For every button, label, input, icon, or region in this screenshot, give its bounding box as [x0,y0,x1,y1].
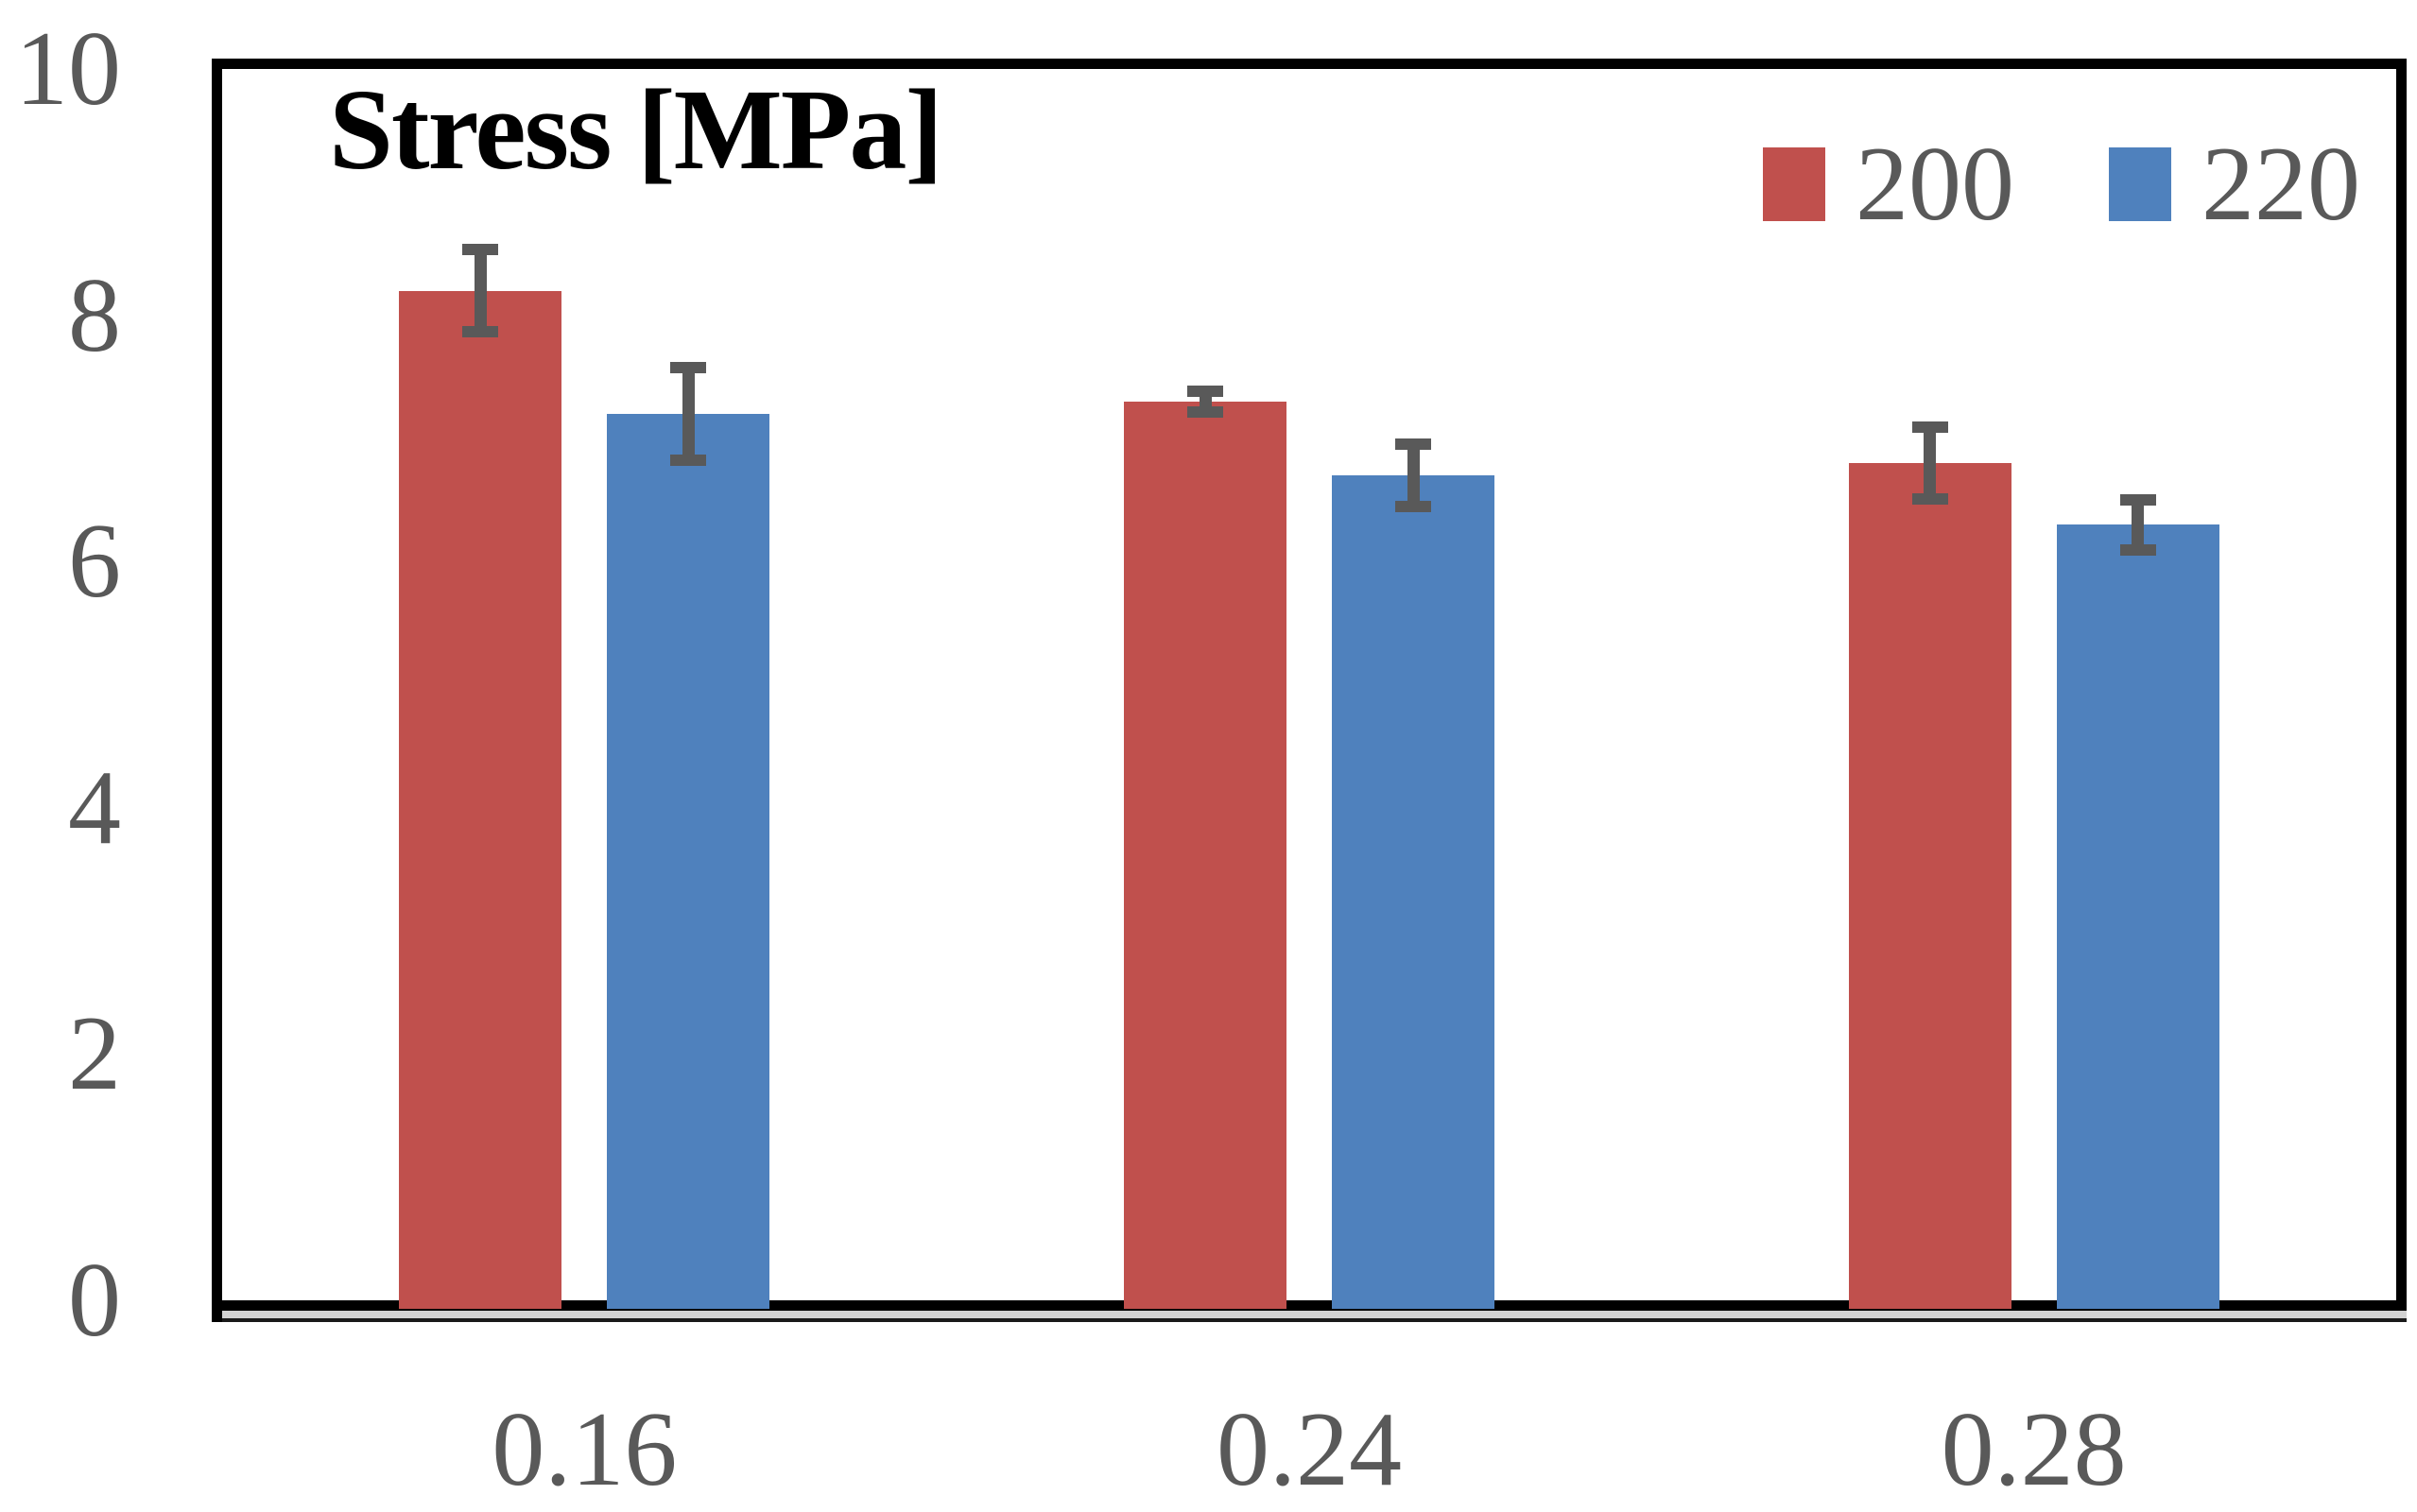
error-bar-cap-top-220-0.16 [670,362,707,374]
y-tick-label: 4 [68,748,121,867]
error-bar-cap-bottom-200-0.24 [1187,405,1223,418]
chart-title: Stress [MPa] [329,66,943,194]
error-bar-cap-top-200-0.24 [1187,385,1223,397]
left-border-extension [212,1311,222,1322]
error-bar-cap-top-220-0.28 [2119,493,2156,506]
x-axis-shadow-line [222,1318,2407,1322]
error-bar-cap-top-200-0.16 [462,244,499,256]
error-bar-stem-220-0.24 [1407,438,1420,513]
x-axis-shadow-strip [222,1311,2407,1318]
bar-200-0.28 [1848,462,2011,1309]
y-tick-label: 2 [68,995,121,1113]
legend-swatch-220 [2109,147,2171,221]
bar-220-0.16 [607,413,770,1309]
legend-swatch-200 [1763,147,1825,221]
y-tick-label: 0 [68,1242,121,1359]
legend-label-200: 200 [1856,126,2014,243]
legend-item-200: 200 [1763,126,2014,243]
bar-220-0.24 [1332,474,1494,1309]
error-bar-cap-top-220-0.24 [1395,438,1431,450]
y-tick-label: 6 [68,503,121,621]
error-bar-cap-top-200-0.28 [1911,421,1948,433]
legend-label-220: 220 [2201,126,2360,243]
y-tick-label: 8 [68,256,121,374]
error-bar-stem-220-0.16 [682,362,695,466]
legend: 200 220 [1763,126,2360,243]
error-bar-cap-bottom-200-0.28 [1911,493,1948,506]
error-bar-cap-bottom-200-0.16 [462,326,499,338]
bar-200-0.24 [1124,401,1286,1309]
error-bar-cap-bottom-220-0.16 [670,454,707,466]
error-bar-cap-bottom-220-0.28 [2119,543,2156,556]
error-bar-stem-200-0.28 [1924,421,1937,506]
error-bar-stem-200-0.16 [474,244,487,338]
error-bar-stem-220-0.28 [2132,493,2145,556]
plot-area [212,59,2407,1311]
y-tick-label: 10 [15,10,121,128]
x-category-label: 0.24 [1216,1391,1402,1508]
bar-220-0.28 [2056,524,2219,1309]
legend-item-220: 220 [2109,126,2360,243]
x-category-label: 0.28 [1941,1391,2127,1508]
x-category-label: 0.16 [492,1391,678,1508]
bar-200-0.16 [399,290,562,1309]
error-bar-cap-bottom-220-0.24 [1395,501,1431,513]
